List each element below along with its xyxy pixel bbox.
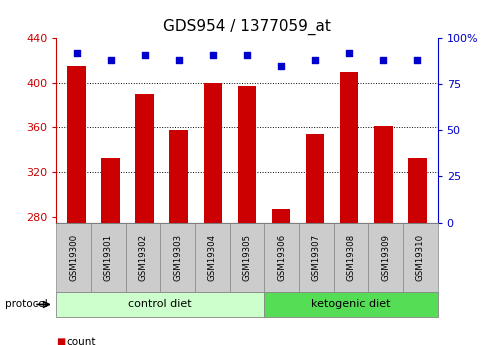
Point <box>141 52 148 57</box>
Point <box>412 57 420 63</box>
Point <box>310 57 318 63</box>
Text: GSM19310: GSM19310 <box>415 234 424 280</box>
Point <box>277 63 285 68</box>
Text: GSM19304: GSM19304 <box>207 234 216 280</box>
Bar <box>67 66 86 223</box>
Bar <box>305 134 324 223</box>
Text: ■: ■ <box>56 337 65 345</box>
Text: control diet: control diet <box>128 299 192 309</box>
Text: GSM19307: GSM19307 <box>311 234 320 280</box>
Point <box>73 50 81 56</box>
Text: GSM19303: GSM19303 <box>173 234 182 280</box>
Bar <box>271 209 290 223</box>
Bar <box>237 86 256 223</box>
Point <box>379 57 386 63</box>
Bar <box>203 83 222 223</box>
Bar <box>339 71 358 223</box>
Text: GSM19300: GSM19300 <box>69 234 78 280</box>
Point <box>175 57 183 63</box>
Point <box>243 52 250 57</box>
Bar <box>169 130 188 223</box>
Text: GSM19305: GSM19305 <box>242 234 251 280</box>
Text: GSM19308: GSM19308 <box>346 234 355 280</box>
Text: protocol: protocol <box>5 299 47 309</box>
Text: GSM19302: GSM19302 <box>138 234 147 280</box>
Text: GSM19309: GSM19309 <box>380 234 389 280</box>
Text: ketogenic diet: ketogenic diet <box>310 299 390 309</box>
Title: GDS954 / 1377059_at: GDS954 / 1377059_at <box>163 19 330 35</box>
Text: GSM19306: GSM19306 <box>277 234 285 280</box>
Text: count: count <box>66 337 95 345</box>
Text: GSM19301: GSM19301 <box>103 234 113 280</box>
Bar <box>373 126 392 223</box>
Point <box>208 52 216 57</box>
Bar <box>407 158 426 223</box>
Point <box>345 50 352 56</box>
Bar <box>135 94 154 223</box>
Bar <box>101 158 120 223</box>
Point <box>106 57 114 63</box>
